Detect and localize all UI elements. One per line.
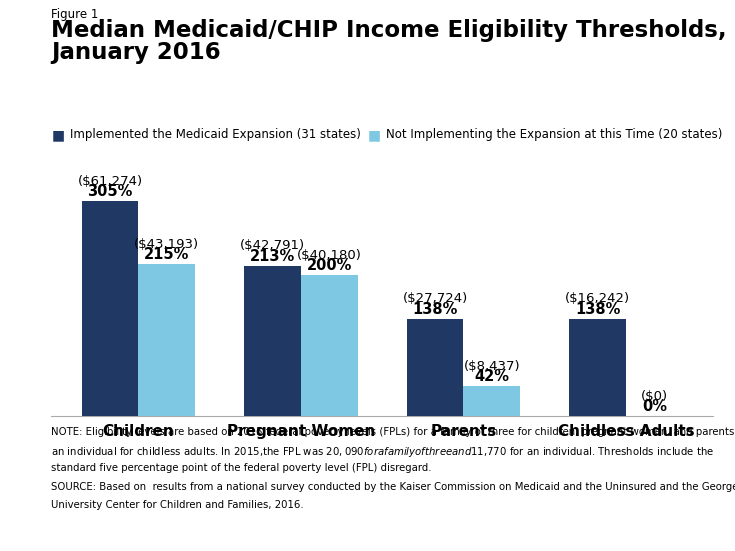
Bar xyxy=(301,275,358,416)
Text: Implemented the Medicaid Expansion (31 states): Implemented the Medicaid Expansion (31 s… xyxy=(70,128,361,142)
Text: Median Medicaid/CHIP Income Eligibility Thresholds,: Median Medicaid/CHIP Income Eligibility … xyxy=(51,19,727,42)
Bar xyxy=(464,386,520,416)
Text: FOUNDATION: FOUNDATION xyxy=(645,530,697,536)
Text: standard five percentage point of the federal poverty level (FPL) disregard.: standard five percentage point of the fe… xyxy=(51,463,432,473)
Bar xyxy=(138,264,196,416)
Bar xyxy=(406,318,464,416)
Bar xyxy=(569,318,626,416)
Text: 138%: 138% xyxy=(575,301,620,317)
Text: an individual for childless adults. In 2015,the FPL was $20,090 for a family of : an individual for childless adults. In 2… xyxy=(51,445,714,459)
Text: Not Implementing the Expansion at this Time (20 states): Not Implementing the Expansion at this T… xyxy=(386,128,723,142)
Text: KAISER: KAISER xyxy=(642,495,699,510)
Text: Figure 1: Figure 1 xyxy=(51,8,98,21)
Text: FAMILY: FAMILY xyxy=(644,511,698,525)
Text: January 2016: January 2016 xyxy=(51,41,221,64)
Text: THE HENRY J.: THE HENRY J. xyxy=(648,484,694,489)
Text: 42%: 42% xyxy=(474,369,509,384)
Text: ■: ■ xyxy=(51,128,65,142)
Text: ($16,242): ($16,242) xyxy=(565,293,630,305)
Text: ($27,724): ($27,724) xyxy=(402,293,467,305)
Text: University Center for Children and Families, 2016.: University Center for Children and Famil… xyxy=(51,500,304,510)
Text: ($42,791): ($42,791) xyxy=(240,240,305,252)
Text: ($43,193): ($43,193) xyxy=(135,238,199,251)
Text: 200%: 200% xyxy=(306,258,352,273)
Text: ($61,274): ($61,274) xyxy=(77,175,143,187)
Text: ($0): ($0) xyxy=(641,390,668,403)
Bar xyxy=(244,266,301,416)
Text: NOTE: Eligibility levels are based on 2015 federal poverty levels (FPLs) for a f: NOTE: Eligibility levels are based on 20… xyxy=(51,427,735,437)
Text: 213%: 213% xyxy=(250,249,295,264)
Bar xyxy=(82,201,138,416)
Text: 138%: 138% xyxy=(412,301,458,317)
Text: ($8,437): ($8,437) xyxy=(464,360,520,373)
Text: ($40,180): ($40,180) xyxy=(297,249,362,262)
Text: SOURCE: Based on  results from a national survey conducted by the Kaiser Commiss: SOURCE: Based on results from a national… xyxy=(51,482,735,491)
Text: 0%: 0% xyxy=(642,399,667,414)
Text: 305%: 305% xyxy=(87,184,132,199)
Text: 215%: 215% xyxy=(144,247,190,262)
Text: ■: ■ xyxy=(368,128,381,142)
